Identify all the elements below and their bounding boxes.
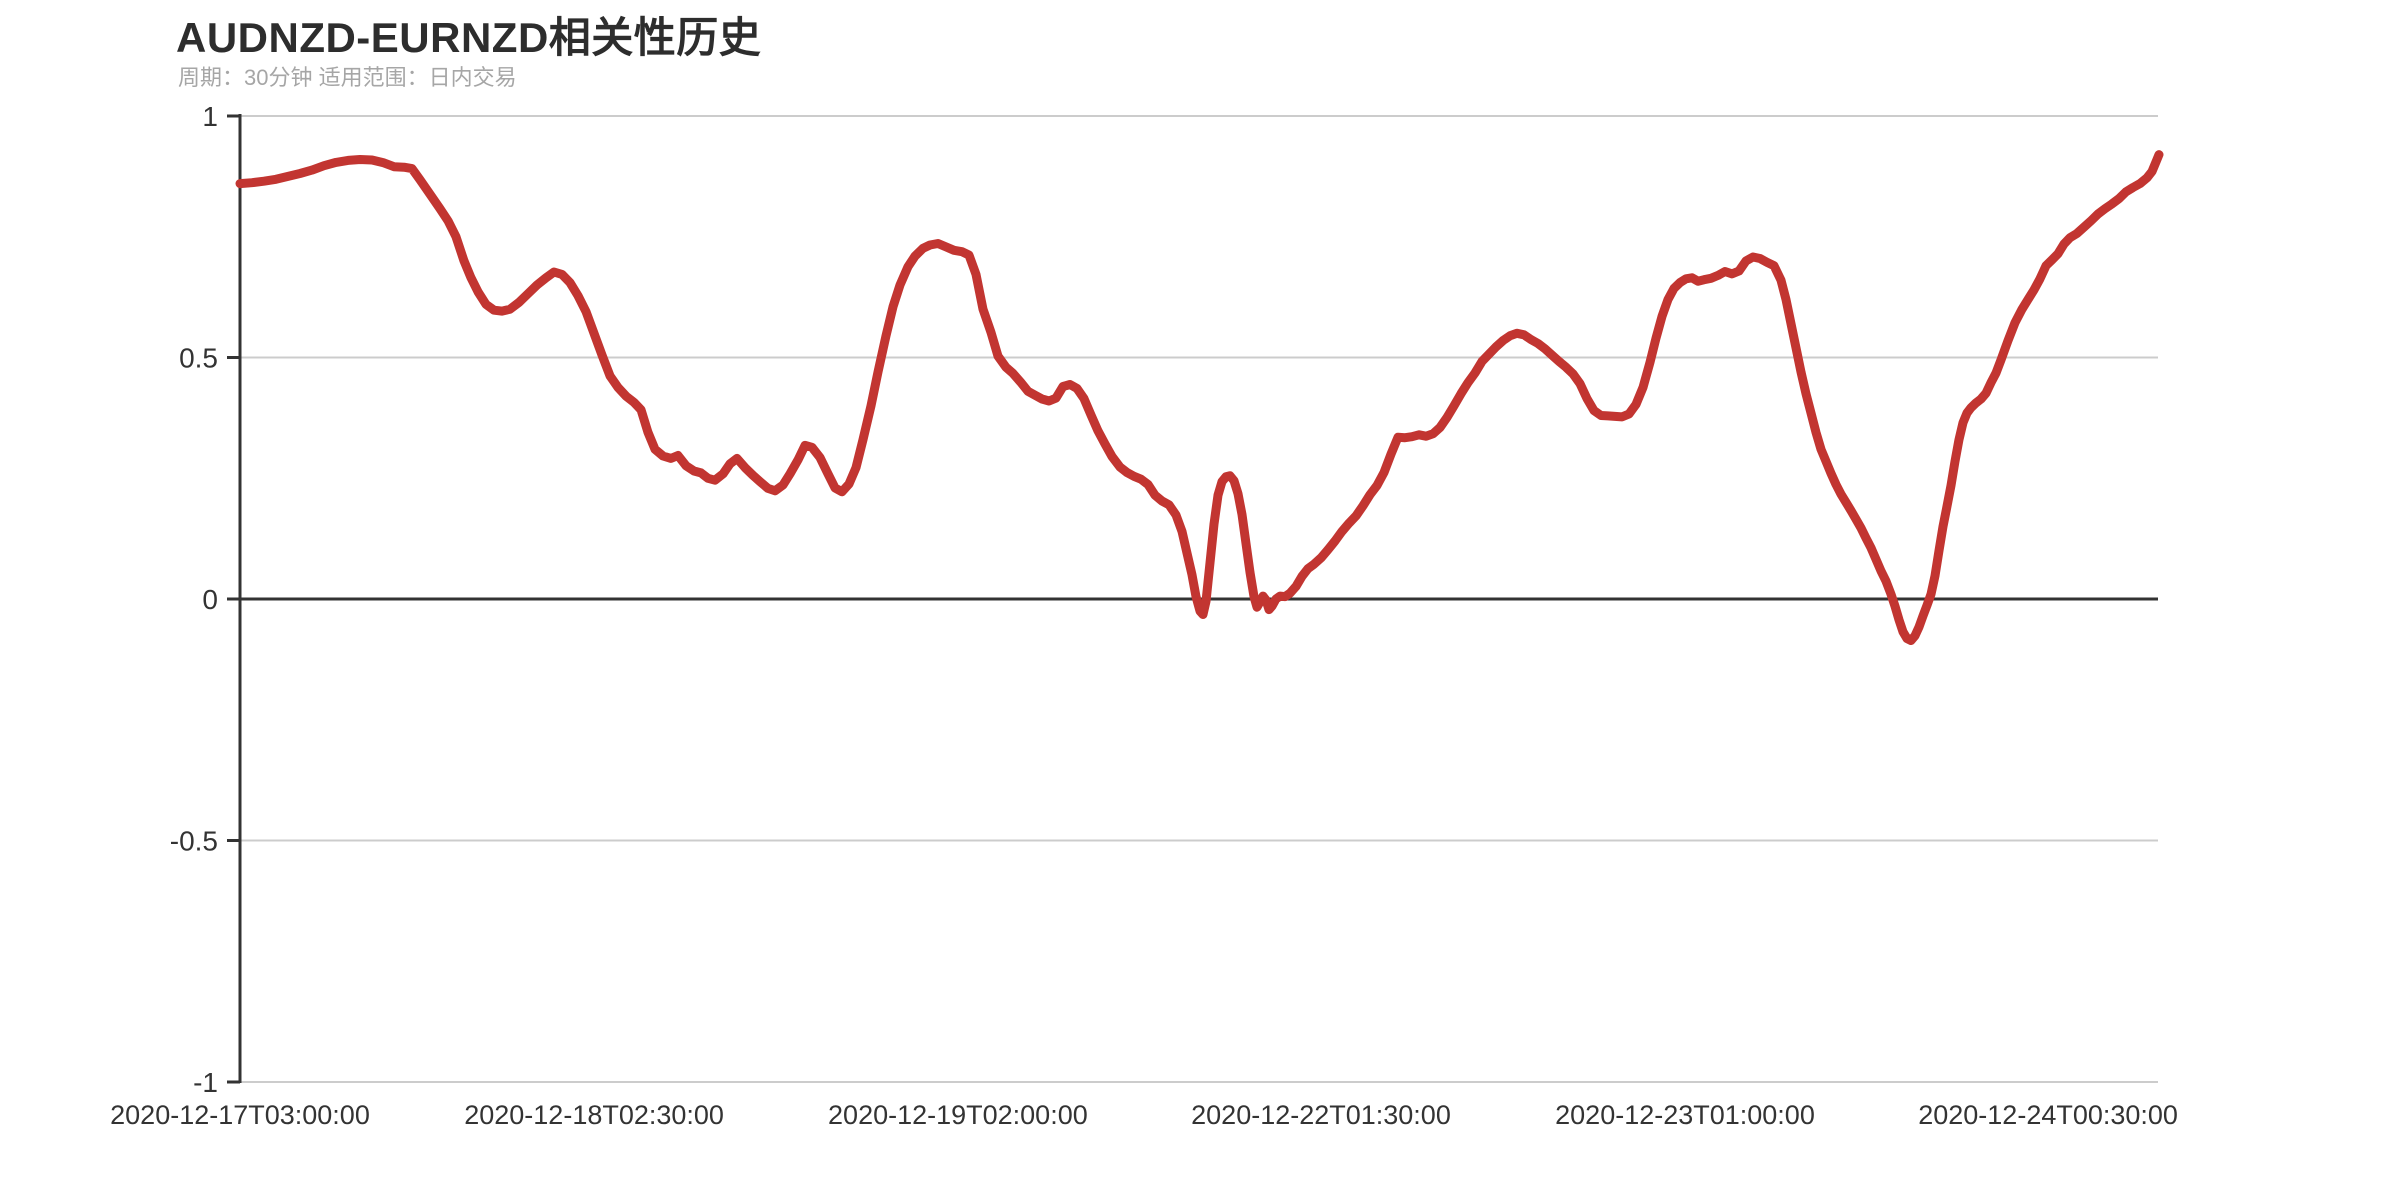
correlation-series-line [235,150,2164,645]
x-tick-label: 2020-12-18T02:30:00 [464,1100,724,1130]
y-tick-label: 1 [202,101,218,132]
x-tick-label: 2020-12-23T01:00:00 [1555,1100,1815,1130]
y-tick-label: 0 [202,584,218,615]
y-tick-label: -0.5 [170,826,218,857]
y-tick-label: 0.5 [179,343,218,374]
x-tick-label: 2020-12-24T00:30:00 [1918,1100,2178,1130]
chart-subtitle: 周期：30分钟 适用范围：日内交易 [178,65,517,90]
chart-title: AUDNZD-EURNZD相关性历史 [176,14,762,61]
x-tick-label: 2020-12-17T03:00:00 [110,1100,370,1130]
y-tick-label: -1 [193,1067,218,1098]
x-tick-label: 2020-12-22T01:30:00 [1191,1100,1451,1130]
x-tick-label: 2020-12-19T02:00:00 [828,1100,1088,1130]
